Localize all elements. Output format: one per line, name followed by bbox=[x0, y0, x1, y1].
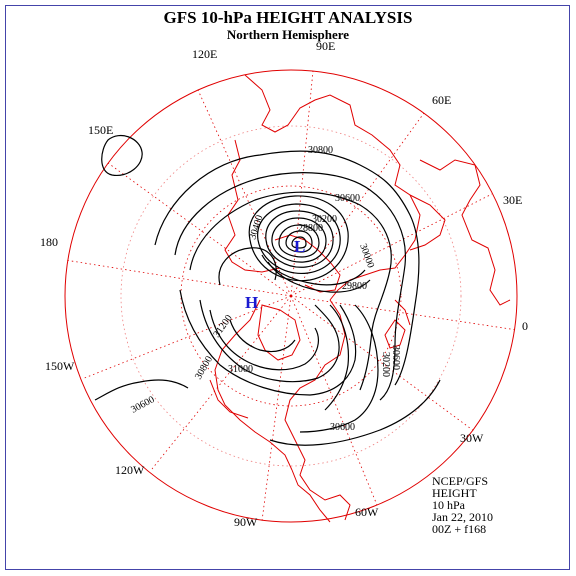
lon-label-60e: 60E bbox=[432, 93, 451, 107]
contour-label: 30600 bbox=[390, 345, 401, 370]
info-level: 10 hPa bbox=[432, 498, 465, 512]
contour-label: 30600 bbox=[330, 422, 355, 433]
contour-label: 30200 bbox=[312, 214, 337, 225]
hemisphere-boundary bbox=[64, 69, 518, 523]
contour-label: 30800 bbox=[308, 145, 333, 156]
lon-label-150e: 150E bbox=[88, 123, 113, 137]
low-center-marker: L bbox=[294, 237, 305, 256]
lon-label-90e: 90E bbox=[316, 39, 335, 53]
product-info: NCEP/GFS HEIGHT 10 hPa Jan 22, 2010 00Z … bbox=[432, 475, 493, 535]
lon-label-90w: 90W bbox=[234, 515, 258, 529]
lon-label-120e: 120E bbox=[192, 47, 217, 61]
high-center-marker: H bbox=[245, 293, 258, 312]
lon-label-30w: 30W bbox=[460, 431, 484, 445]
latitude-circle-30 bbox=[120, 125, 462, 467]
lon-label-30e: 30E bbox=[503, 193, 522, 207]
lon-label-60w: 60W bbox=[355, 505, 379, 519]
lon-label-120w: 120W bbox=[115, 463, 145, 477]
contour-label: 30000 bbox=[357, 242, 376, 269]
map-title: GFS 10-hPa HEIGHT ANALYSIS bbox=[163, 8, 413, 27]
info-source: NCEP/GFS bbox=[432, 474, 489, 488]
coastlines bbox=[209, 74, 511, 523]
lon-label-180: 180 bbox=[40, 235, 58, 249]
contour-label: 30400 bbox=[247, 214, 265, 241]
map-subtitle: Northern Hemisphere bbox=[226, 27, 350, 42]
height-contours bbox=[94, 135, 441, 446]
info-forecast-hour: 00Z + f168 bbox=[432, 522, 487, 536]
contour-label: 29800 bbox=[342, 281, 367, 292]
contour-label: 30600 bbox=[129, 394, 156, 415]
contour-label: 31000 bbox=[228, 364, 253, 375]
info-variable: HEIGHT bbox=[432, 486, 477, 500]
contour-label: 30200 bbox=[380, 352, 391, 377]
meridians bbox=[64, 70, 518, 522]
map-frame bbox=[5, 5, 570, 570]
contour-label: 28800 bbox=[298, 223, 323, 234]
contour-label: 30800 bbox=[193, 354, 215, 381]
info-date: Jan 22, 2010 bbox=[432, 510, 493, 524]
lon-label-0: 0 bbox=[522, 319, 528, 333]
contour-label: 30600 bbox=[335, 193, 360, 204]
lon-label-150w: 150W bbox=[45, 359, 75, 373]
longitude-labels: 90E 120E 60E 150E 30E 180 0 150W 30W 120… bbox=[40, 39, 528, 529]
latitude-circle-60 bbox=[180, 185, 402, 407]
